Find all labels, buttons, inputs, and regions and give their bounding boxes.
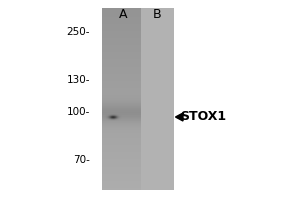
Text: 130-: 130- <box>67 75 90 85</box>
Text: 100-: 100- <box>67 107 90 117</box>
Bar <box>102 8 141 190</box>
Text: 70-: 70- <box>73 155 90 165</box>
Bar <box>141 8 174 190</box>
Text: STOX1: STOX1 <box>180 110 226 123</box>
Text: 250-: 250- <box>67 27 90 37</box>
Text: A: A <box>119 8 127 21</box>
Polygon shape <box>176 113 183 121</box>
Text: B: B <box>153 8 162 21</box>
